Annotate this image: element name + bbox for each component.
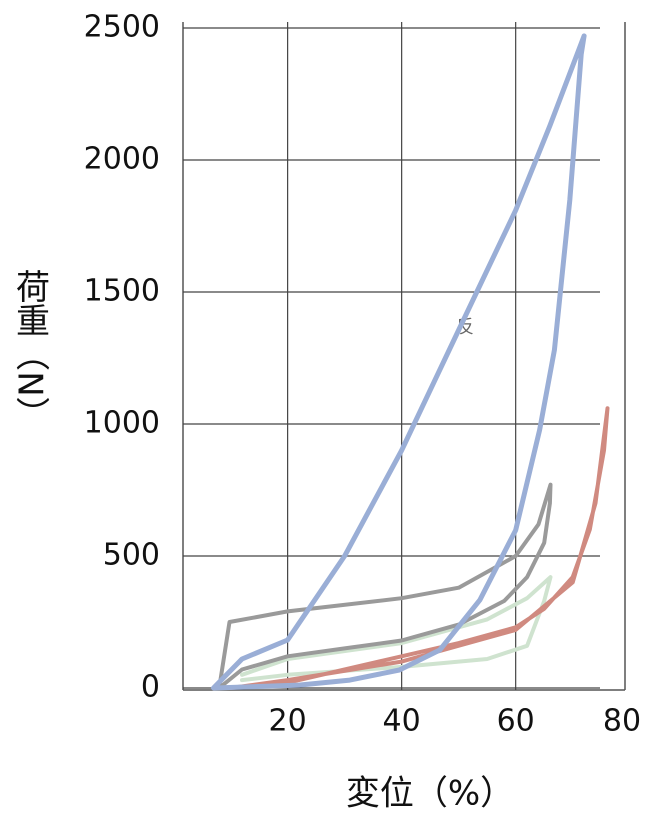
data-line (211, 33, 587, 691)
x-tick-label: 20 (269, 704, 307, 739)
x-tick-label: 60 (497, 704, 535, 739)
data-line (217, 482, 553, 690)
y-axis-label: 荷重（N） (10, 269, 50, 431)
x-tick-label: 40 (383, 704, 421, 739)
y-tick-label: 1000 (84, 406, 160, 441)
y-tick-label: 2500 (84, 10, 160, 45)
y-tick-label: 2000 (84, 142, 160, 177)
x-axis-label: 変位（%） (346, 774, 514, 814)
data-line (228, 406, 610, 690)
y-tick-label: 1500 (84, 274, 160, 309)
data-line (240, 575, 553, 683)
y-tick-label: 500 (103, 538, 160, 573)
x-tick-label: 80 (603, 704, 641, 739)
y-tick-label: 0 (141, 670, 160, 705)
